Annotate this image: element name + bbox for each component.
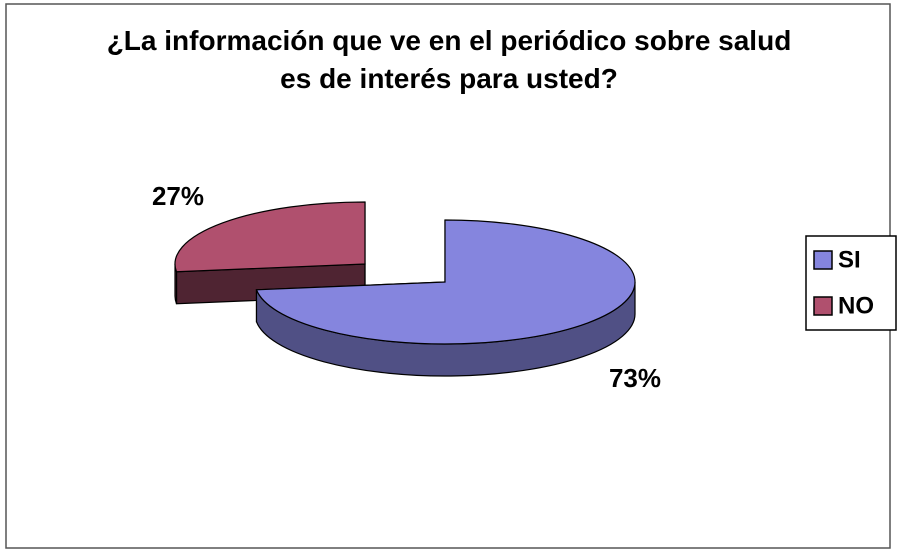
legend-swatch [813, 250, 833, 270]
data-label: 27% [152, 181, 204, 211]
data-label: 73% [609, 363, 661, 393]
slice [174, 201, 366, 273]
legend-label: NO [838, 292, 874, 319]
legend-swatch [813, 296, 833, 316]
slice [255, 219, 636, 345]
chart-title: ¿La información que ve en el periódico s… [106, 25, 792, 94]
legend-label: SI [838, 246, 861, 273]
